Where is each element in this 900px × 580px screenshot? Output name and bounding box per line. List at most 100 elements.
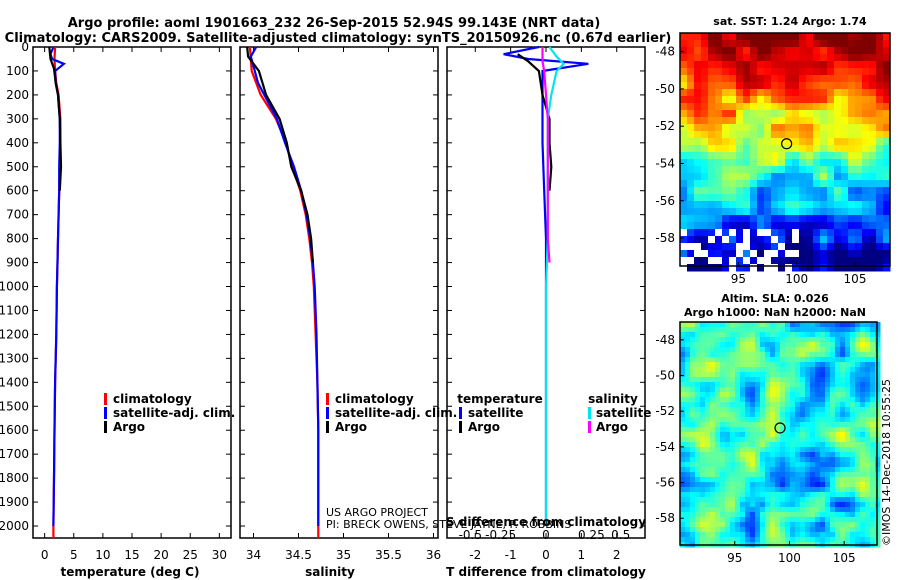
map-cell	[869, 124, 877, 132]
map-cell	[785, 103, 793, 111]
map-cell	[750, 412, 756, 418]
map-y-tick-label: -56	[655, 476, 675, 490]
map-cell	[729, 110, 737, 118]
map-cell	[883, 68, 891, 76]
map-cell	[869, 33, 877, 41]
map-cell	[755, 412, 761, 418]
map-cell	[848, 124, 856, 132]
map-cell	[720, 412, 726, 418]
map-cell	[848, 194, 856, 202]
map-cell	[690, 407, 696, 413]
map-cell	[770, 467, 776, 473]
map-cell	[850, 457, 856, 463]
map-cell	[745, 342, 751, 348]
map-cell	[720, 452, 726, 458]
map-cell	[841, 222, 849, 230]
map-cell	[687, 131, 695, 139]
map-cell	[690, 322, 696, 328]
map-cell	[680, 407, 686, 413]
map-cell	[850, 322, 856, 328]
map-cell	[835, 392, 841, 398]
map-cell	[700, 382, 706, 388]
map-cell	[810, 532, 816, 538]
map-cell	[795, 512, 801, 518]
map-cell	[876, 236, 884, 244]
map-cell	[705, 382, 711, 388]
map-cell	[799, 208, 807, 216]
map-cell	[869, 236, 877, 244]
map-cell	[680, 372, 686, 378]
map-cell	[848, 131, 856, 139]
map-cell	[770, 422, 776, 428]
map-cell	[820, 417, 826, 423]
map-cell	[785, 347, 791, 353]
map-cell	[764, 40, 772, 48]
map-cell	[687, 187, 695, 195]
map-cell	[862, 208, 870, 216]
map-cell	[770, 487, 776, 493]
map-cell	[813, 187, 821, 195]
map-cell	[687, 89, 695, 97]
map-cell	[735, 432, 741, 438]
map-cell	[755, 342, 761, 348]
map-cell	[708, 208, 716, 216]
map-cell	[834, 222, 842, 230]
map-cell	[730, 517, 736, 523]
map-cell	[715, 215, 723, 223]
map-cell	[778, 208, 786, 216]
map-cell	[869, 208, 877, 216]
map-cell	[757, 145, 765, 153]
map-cell	[827, 229, 835, 237]
map-cell	[757, 173, 765, 181]
map-cell	[771, 152, 779, 160]
map-cell	[780, 392, 786, 398]
map-cell	[805, 447, 811, 453]
map-cell	[720, 447, 726, 453]
map-cell	[685, 452, 691, 458]
map-cell	[830, 472, 836, 478]
map-cell	[827, 68, 835, 76]
map-cell	[722, 243, 730, 251]
map-cell	[771, 236, 779, 244]
map-cell	[865, 537, 871, 543]
map-cell	[680, 159, 688, 167]
map-cell	[860, 432, 866, 438]
map-cell	[827, 145, 835, 153]
map-cell	[775, 342, 781, 348]
map-cell	[825, 432, 831, 438]
map-cell	[785, 437, 791, 443]
map-cell	[743, 194, 751, 202]
map-cell	[750, 502, 756, 508]
map-cell	[680, 33, 688, 41]
map-cell	[870, 402, 876, 408]
map-cell	[827, 117, 835, 125]
map-cell	[736, 159, 744, 167]
legend-argo: Argo	[335, 420, 367, 434]
map-cell	[834, 180, 842, 188]
map-cell	[865, 337, 871, 343]
map-cell	[855, 527, 861, 533]
map-cell	[785, 372, 791, 378]
map-cell	[855, 103, 863, 111]
map-cell	[708, 117, 716, 125]
depth-tick-label: 300	[6, 112, 29, 126]
map-cell	[870, 367, 876, 373]
map-cell	[720, 417, 726, 423]
map-cell	[722, 103, 730, 111]
map-cell	[840, 487, 846, 493]
map-cell	[869, 89, 877, 97]
map-cell	[792, 187, 800, 195]
map-cell	[745, 357, 751, 363]
map-cell	[845, 457, 851, 463]
map-cell	[729, 61, 737, 69]
map-cell	[780, 532, 786, 538]
map-cell	[820, 362, 826, 368]
map-cell	[860, 457, 866, 463]
map-cell	[860, 522, 866, 528]
map-cell	[701, 89, 709, 97]
map-cell	[743, 215, 751, 223]
map-cell	[883, 243, 891, 251]
map-cell	[778, 159, 786, 167]
map-cell	[845, 527, 851, 533]
map-cell	[850, 527, 856, 533]
